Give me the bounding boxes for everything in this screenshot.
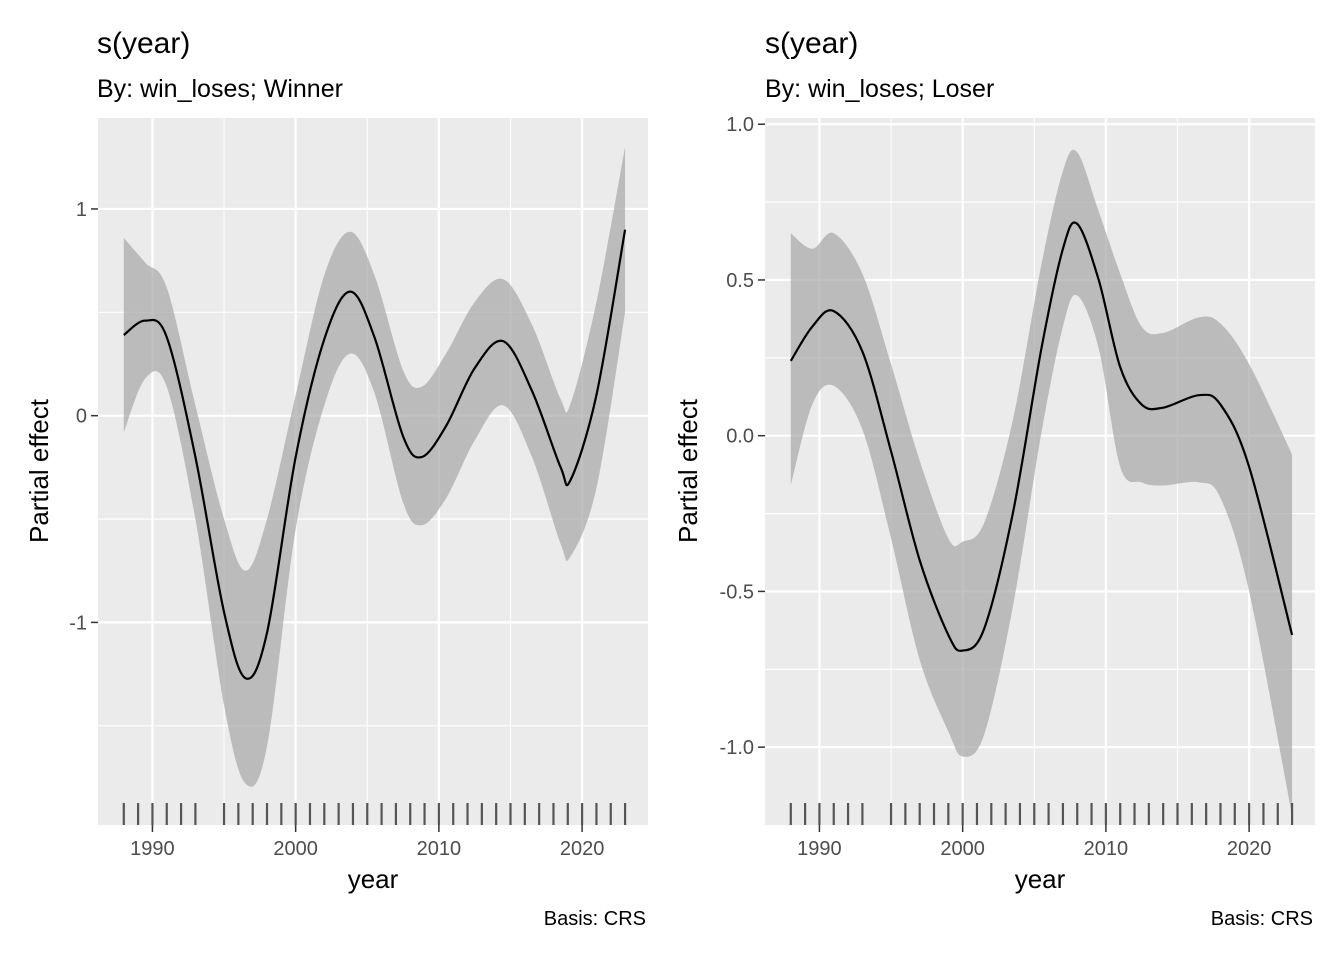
x-tick-label: 2000	[273, 838, 318, 860]
panel-loser: s(year) By: win_loses; Loser 1990 2000 201…	[673, 27, 1315, 930]
x-tick-label: 2010	[1084, 838, 1129, 860]
x-axis-ticks: 1990 2000 2010 2020	[130, 825, 604, 860]
y-axis-title: Partial effect	[673, 398, 703, 543]
panel-subtitle: By: win_loses; Loser	[765, 75, 994, 103]
x-tick-label: 1990	[130, 838, 175, 860]
confidence-ribbon	[123, 146, 626, 787]
smooth-line	[123, 229, 627, 680]
x-axis-title: year	[348, 864, 399, 894]
smooth-line	[789, 221, 1294, 652]
rug-marks	[789, 803, 1294, 825]
x-axis-title: year	[1015, 864, 1066, 894]
x-axis-ticks: 1990 2000 2010 2020	[797, 825, 1271, 860]
x-tick-label: 2020	[1227, 838, 1272, 860]
y-tick-label: 0	[76, 406, 87, 428]
y-axis-title: Partial effect	[24, 398, 54, 543]
confidence-ribbon	[790, 149, 1293, 816]
panel-title: s(year)	[97, 27, 190, 60]
rug-marks	[122, 803, 627, 825]
y-tick-label: 1.0	[726, 114, 754, 136]
y-tick-label: -0.5	[720, 581, 754, 603]
x-tick-label: 2020	[560, 838, 605, 860]
basis-caption: Basis: CRS	[1211, 908, 1313, 930]
x-tick-label: 2000	[940, 838, 985, 860]
y-tick-label: 1	[76, 199, 87, 221]
y-axis-ticks: -1.0 -0.5 0.0 0.5 1.0	[720, 114, 765, 759]
panel-subtitle: By: win_loses; Winner	[97, 75, 343, 103]
basis-caption: Basis: CRS	[544, 908, 646, 930]
y-tick-label: 0.5	[726, 270, 754, 292]
y-tick-label: -1.0	[720, 737, 754, 759]
y-axis-ticks: -1 0 1	[69, 199, 98, 634]
panel-winner: s(year) By: win_loses; Winner 1990 2000 20…	[24, 27, 648, 930]
y-tick-label: 0.0	[726, 426, 754, 448]
x-tick-label: 1990	[797, 838, 842, 860]
panel-title: s(year)	[765, 27, 858, 60]
y-tick-label: -1	[69, 612, 87, 634]
x-tick-label: 2010	[417, 838, 462, 860]
